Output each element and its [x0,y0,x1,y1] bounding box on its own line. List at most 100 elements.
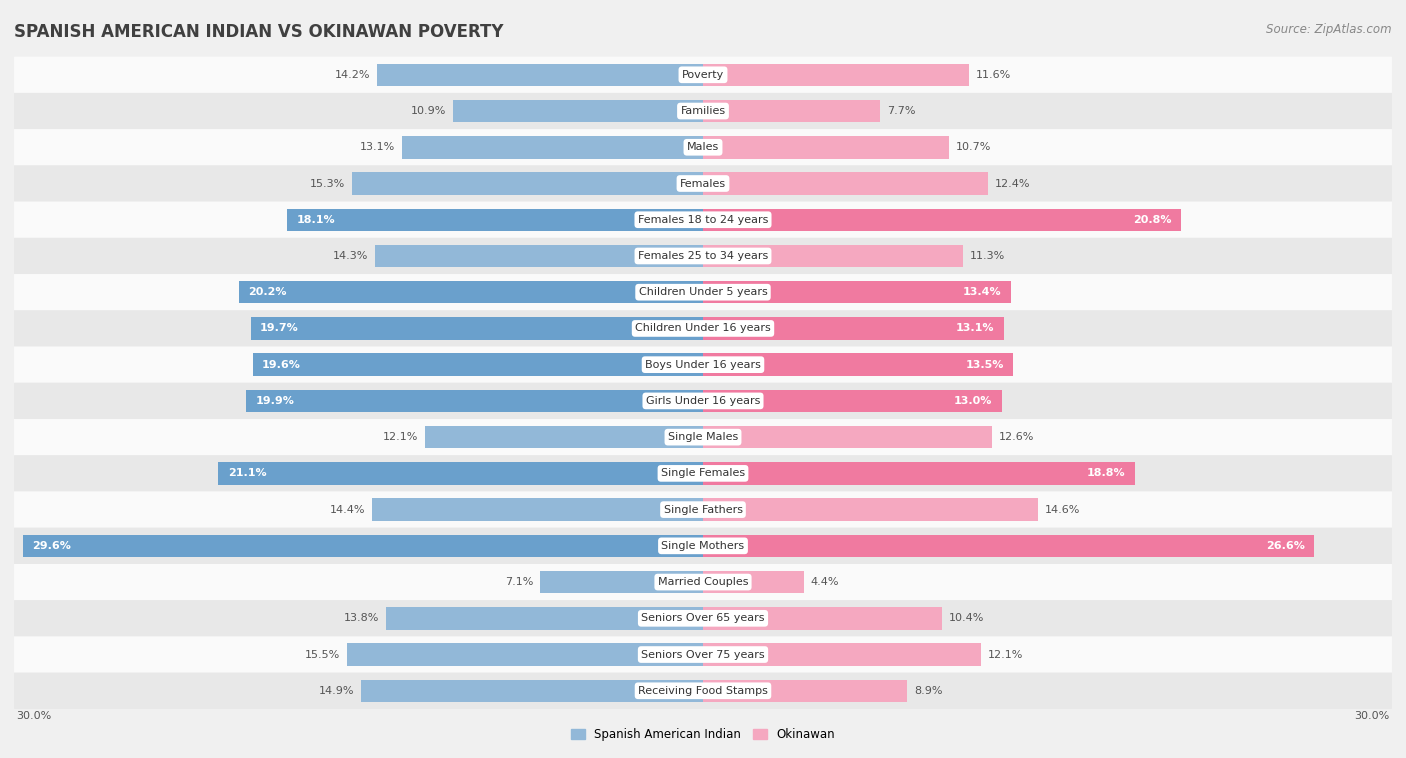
Text: Single Females: Single Females [661,468,745,478]
Bar [703,644,981,666]
Bar [246,390,703,412]
Text: Girls Under 16 years: Girls Under 16 years [645,396,761,406]
Text: 4.4%: 4.4% [811,577,839,587]
Text: 14.9%: 14.9% [318,686,354,696]
Bar [425,426,703,449]
Text: Single Mothers: Single Mothers [661,541,745,551]
FancyBboxPatch shape [14,93,1392,129]
FancyBboxPatch shape [14,600,1392,637]
Text: 14.4%: 14.4% [330,505,366,515]
Bar [24,534,703,557]
Text: 12.1%: 12.1% [382,432,418,442]
Text: 13.8%: 13.8% [344,613,380,623]
Bar [703,353,1012,376]
Bar [540,571,703,594]
Bar [703,390,1001,412]
FancyBboxPatch shape [14,564,1392,600]
Bar [703,172,988,195]
Text: Source: ZipAtlas.com: Source: ZipAtlas.com [1267,23,1392,36]
Bar [703,571,804,594]
Bar [387,607,703,630]
Text: Seniors Over 75 years: Seniors Over 75 years [641,650,765,659]
Text: Seniors Over 65 years: Seniors Over 65 years [641,613,765,623]
Text: 14.3%: 14.3% [332,251,368,261]
Legend: Spanish American Indian, Okinawan: Spanish American Indian, Okinawan [567,724,839,746]
Text: 19.9%: 19.9% [256,396,294,406]
Bar [703,680,907,702]
Bar [361,680,703,702]
Text: 15.5%: 15.5% [305,650,340,659]
Bar [703,607,942,630]
Text: 14.6%: 14.6% [1045,505,1081,515]
Text: Single Males: Single Males [668,432,738,442]
Text: 30.0%: 30.0% [1354,711,1389,721]
Text: 20.8%: 20.8% [1133,215,1171,224]
Bar [703,317,1004,340]
Text: 18.8%: 18.8% [1087,468,1126,478]
FancyBboxPatch shape [14,57,1392,93]
Text: Boys Under 16 years: Boys Under 16 years [645,360,761,370]
Bar [352,172,703,195]
Bar [239,281,703,303]
Bar [377,64,703,86]
Bar [703,498,1038,521]
FancyBboxPatch shape [14,165,1392,202]
Text: 10.4%: 10.4% [949,613,984,623]
FancyBboxPatch shape [14,528,1392,564]
Text: Receiving Food Stamps: Receiving Food Stamps [638,686,768,696]
Text: 11.6%: 11.6% [976,70,1011,80]
Text: Females 18 to 24 years: Females 18 to 24 years [638,215,768,224]
Bar [253,353,703,376]
Bar [374,245,703,268]
Bar [373,498,703,521]
Text: 20.2%: 20.2% [249,287,287,297]
Text: Married Couples: Married Couples [658,577,748,587]
Bar [703,245,963,268]
Bar [703,534,1313,557]
Text: SPANISH AMERICAN INDIAN VS OKINAWAN POVERTY: SPANISH AMERICAN INDIAN VS OKINAWAN POVE… [14,23,503,41]
FancyBboxPatch shape [14,129,1392,165]
FancyBboxPatch shape [14,637,1392,672]
Text: 13.5%: 13.5% [966,360,1004,370]
Text: Children Under 5 years: Children Under 5 years [638,287,768,297]
Text: 18.1%: 18.1% [297,215,335,224]
Text: 7.7%: 7.7% [887,106,915,116]
Text: 7.1%: 7.1% [505,577,533,587]
Bar [402,136,703,158]
Text: Children Under 16 years: Children Under 16 years [636,324,770,334]
FancyBboxPatch shape [14,310,1392,346]
Text: 29.6%: 29.6% [32,541,72,551]
Text: 10.9%: 10.9% [411,106,446,116]
FancyBboxPatch shape [14,383,1392,419]
Text: 12.4%: 12.4% [994,178,1031,189]
Bar [250,317,703,340]
Text: 15.3%: 15.3% [309,178,344,189]
Text: 13.1%: 13.1% [360,143,395,152]
Text: 30.0%: 30.0% [17,711,52,721]
Text: 13.4%: 13.4% [963,287,1001,297]
FancyBboxPatch shape [14,456,1392,491]
FancyBboxPatch shape [14,274,1392,310]
Text: 26.6%: 26.6% [1265,541,1305,551]
Text: 11.3%: 11.3% [969,251,1005,261]
Text: 13.1%: 13.1% [956,324,994,334]
Text: 12.1%: 12.1% [988,650,1024,659]
Bar [703,426,993,449]
Text: Families: Families [681,106,725,116]
Bar [347,644,703,666]
FancyBboxPatch shape [14,238,1392,274]
FancyBboxPatch shape [14,202,1392,238]
Text: 13.0%: 13.0% [955,396,993,406]
FancyBboxPatch shape [14,491,1392,528]
Text: 10.7%: 10.7% [956,143,991,152]
Text: 19.7%: 19.7% [260,324,298,334]
Text: Females 25 to 34 years: Females 25 to 34 years [638,251,768,261]
FancyBboxPatch shape [14,419,1392,456]
Bar [703,462,1135,484]
Text: Males: Males [688,143,718,152]
FancyBboxPatch shape [14,672,1392,709]
Text: 14.2%: 14.2% [335,70,370,80]
Bar [703,100,880,122]
Bar [703,208,1181,231]
Text: Single Fathers: Single Fathers [664,505,742,515]
